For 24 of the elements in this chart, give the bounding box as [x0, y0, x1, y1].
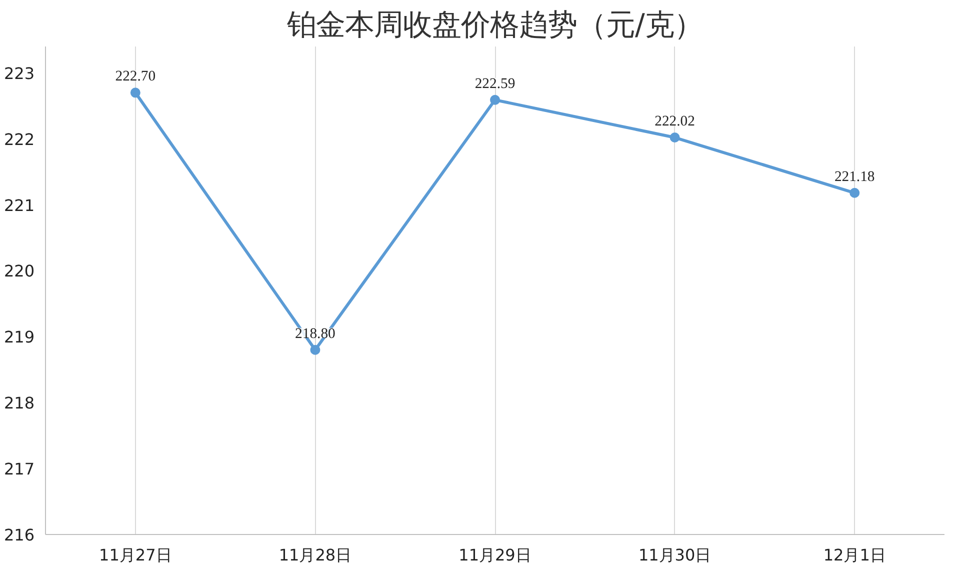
y-tick-label: 220	[4, 262, 35, 281]
data-label: 222.70	[115, 68, 156, 85]
point	[850, 188, 860, 198]
x-tick-label: 11月27日	[99, 546, 172, 564]
y-tick-label: 221	[4, 196, 35, 215]
point	[130, 88, 140, 98]
data-label: 221.18	[834, 168, 875, 185]
data-label: 222.02	[654, 114, 695, 130]
x-tick-label: 11月29日	[458, 546, 532, 564]
data-label: 222.59	[474, 76, 516, 92]
y-tick-label: 216	[4, 526, 35, 544]
data-label: 218.80	[295, 326, 336, 342]
point	[490, 94, 500, 105]
x-tick-label: 11月30日	[638, 546, 712, 564]
y-tick-label: 223	[4, 64, 35, 83]
y-tick-label: 218	[4, 394, 35, 413]
point	[670, 132, 680, 142]
chart-title: 铂金本周收盘价格趋势（元/克）	[286, 8, 703, 42]
y-tick-label: 219	[4, 328, 35, 347]
y-tick-label: 222	[4, 130, 35, 149]
x-tick-label: 11月28日	[278, 546, 352, 564]
x-tick-label: 12月1日	[823, 546, 886, 564]
point	[310, 344, 320, 355]
y-tick-label: 217	[4, 460, 35, 479]
